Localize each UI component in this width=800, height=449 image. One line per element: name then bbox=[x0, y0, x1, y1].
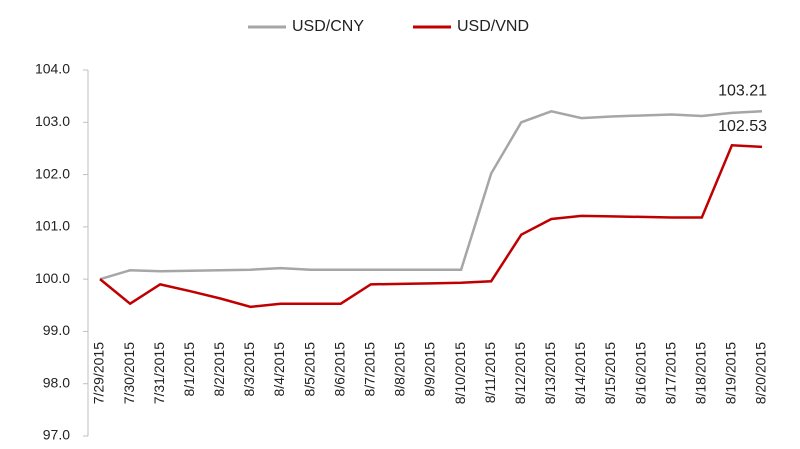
x-tick-label: 8/16/2015 bbox=[632, 342, 648, 404]
x-tick-label: 8/20/2015 bbox=[753, 342, 769, 404]
x-tick-label: 8/13/2015 bbox=[542, 342, 558, 404]
y-tick-label: 100.0 bbox=[35, 270, 70, 286]
x-tick-label: 8/4/2015 bbox=[271, 342, 287, 397]
y-tick-label: 102.0 bbox=[35, 165, 70, 181]
x-tick-label: 8/1/2015 bbox=[181, 342, 197, 397]
y-tick-label: 97.0 bbox=[43, 427, 70, 443]
x-tick-label: 8/3/2015 bbox=[241, 342, 257, 397]
legend-label: USD/CNY bbox=[292, 18, 364, 35]
x-tick-label: 8/6/2015 bbox=[331, 342, 347, 397]
x-tick-label: 7/29/2015 bbox=[91, 342, 107, 404]
y-tick-label: 101.0 bbox=[35, 218, 70, 234]
line bbox=[99, 143, 763, 309]
x-tick-label: 7/30/2015 bbox=[121, 342, 137, 404]
data-label: 103.21 bbox=[718, 83, 767, 100]
x-tick-label: 8/5/2015 bbox=[301, 342, 317, 397]
x-tick-label: 8/8/2015 bbox=[392, 342, 408, 397]
x-tick-label: 8/14/2015 bbox=[572, 342, 588, 404]
line bbox=[99, 110, 763, 281]
x-tick-label: 7/31/2015 bbox=[151, 342, 167, 404]
x-tick-label: 8/11/2015 bbox=[482, 342, 498, 403]
y-tick-label: 103.0 bbox=[35, 113, 70, 129]
y-tick-label: 99.0 bbox=[43, 322, 70, 338]
x-tick-label: 8/18/2015 bbox=[693, 342, 709, 404]
legend-label: USD/VND bbox=[457, 18, 529, 35]
x-tick-label: 8/12/2015 bbox=[512, 342, 528, 404]
x-tick-label: 8/15/2015 bbox=[602, 342, 618, 404]
y-tick-label: 98.0 bbox=[43, 374, 70, 390]
x-tick-label: 8/19/2015 bbox=[723, 342, 739, 404]
y-tick-label: 104.0 bbox=[35, 61, 70, 77]
x-tick-label: 8/17/2015 bbox=[662, 342, 678, 404]
data-label: 102.53 bbox=[718, 118, 767, 135]
x-tick-label: 8/10/2015 bbox=[452, 342, 468, 404]
x-tick-label: 8/9/2015 bbox=[422, 342, 438, 397]
x-tick-label: 8/7/2015 bbox=[362, 342, 378, 397]
x-tick-label: 8/2/2015 bbox=[211, 342, 227, 397]
